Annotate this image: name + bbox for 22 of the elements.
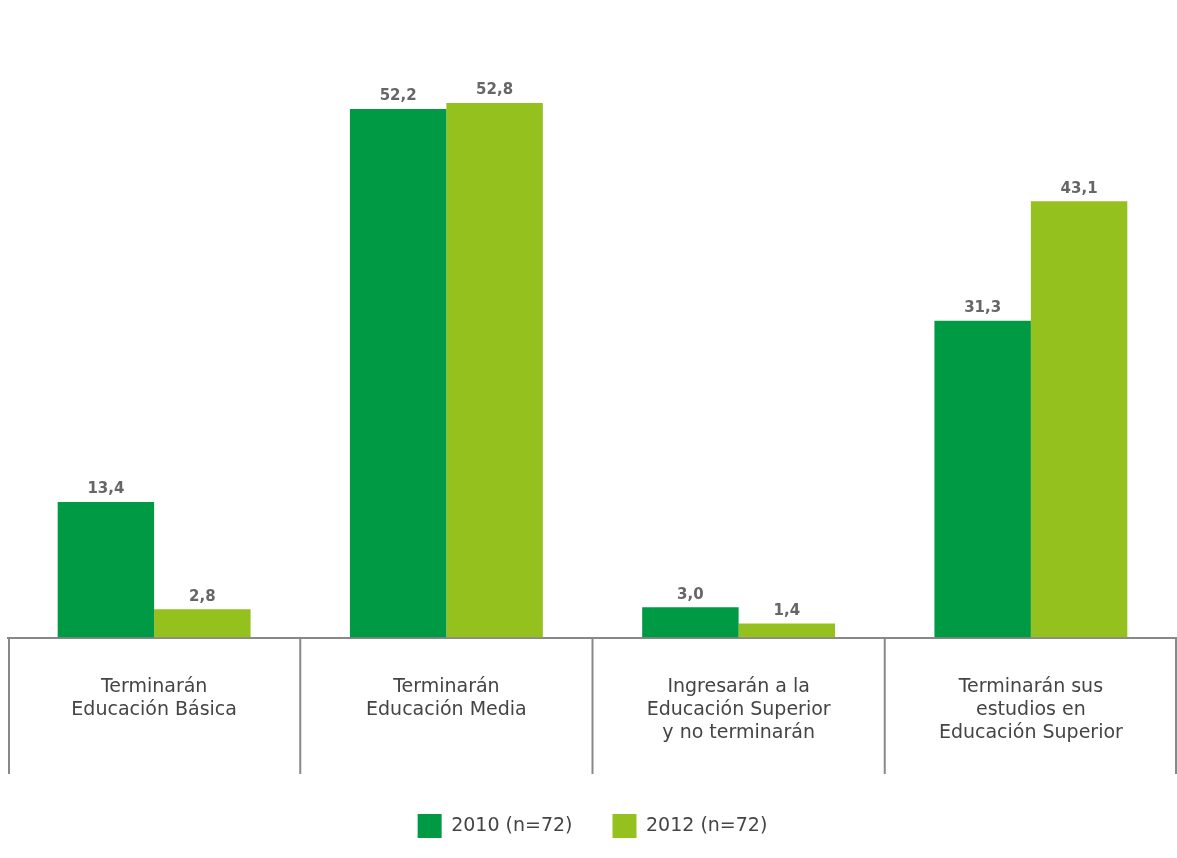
bar: [57, 501, 155, 638]
data-label: 52,2: [379, 86, 417, 105]
data-label: 31,3: [964, 298, 1002, 317]
bar: [349, 108, 447, 638]
x-tick-label: Terminarán sus estudios en Educación Superior: [938, 673, 1124, 742]
data-label: 1,4: [773, 600, 801, 619]
bar: [738, 623, 836, 638]
bar: [642, 607, 739, 638]
data-label: 43,1: [1060, 178, 1098, 197]
bar: [934, 320, 1031, 638]
data-label: 13,4: [87, 479, 125, 498]
bar: [154, 609, 251, 638]
x-tick-label: Terminarán Educación Media: [366, 673, 527, 719]
legend-label: 2010 (n=72): [451, 812, 573, 835]
legend-label: 2012 (n=72): [646, 812, 768, 835]
bar: [1030, 201, 1128, 638]
data-label: 3,0: [677, 584, 704, 603]
x-tick-label: Terminarán Educación Básica: [71, 673, 237, 719]
x-tick-label: Ingresarán a la Educación Superior y no terminarán: [646, 673, 831, 742]
data-label: 52,8: [476, 80, 514, 99]
bar: [446, 102, 543, 638]
data-label: 2,8: [189, 586, 216, 605]
